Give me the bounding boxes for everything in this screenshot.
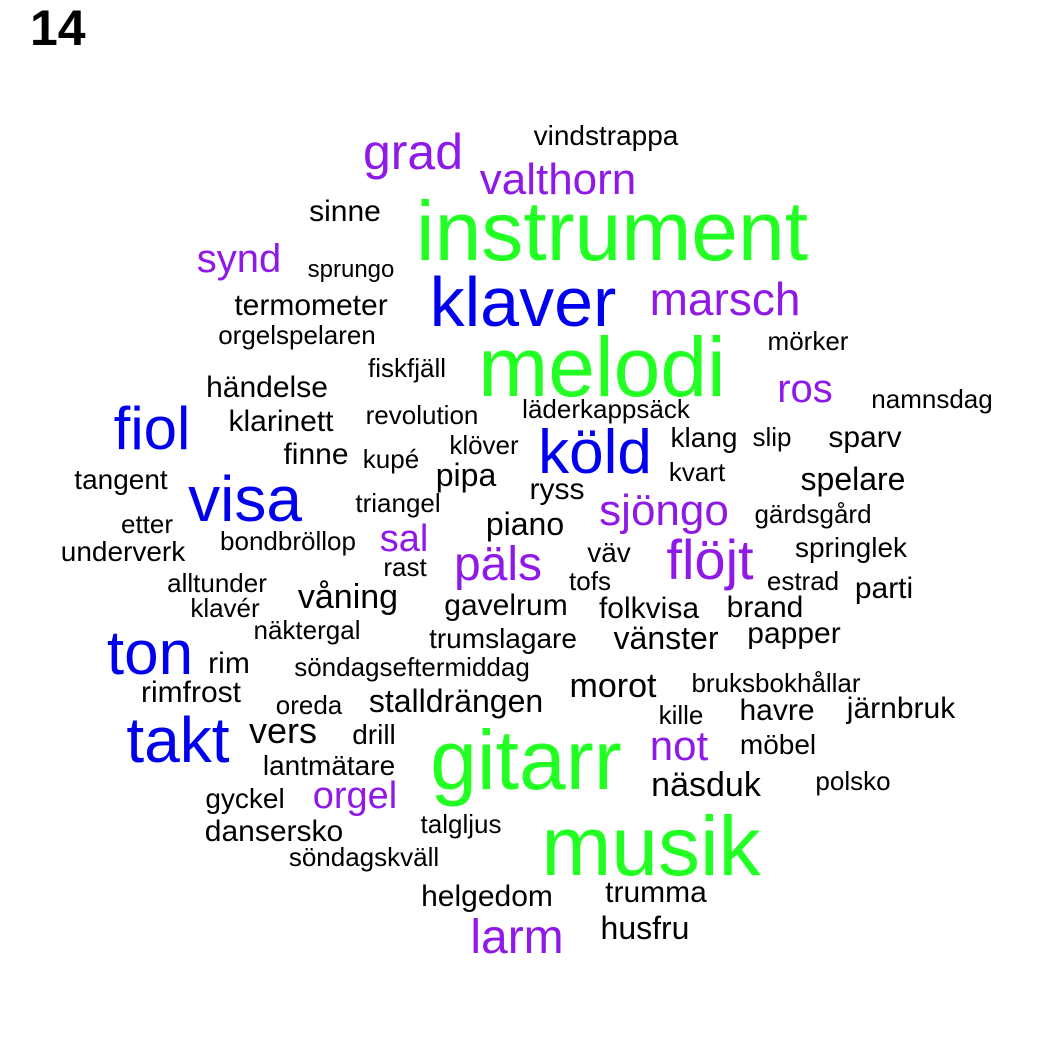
word-lantmätare: lantmätare	[262, 750, 396, 781]
word-grad: grad	[362, 124, 464, 180]
word-papper: papper	[747, 617, 841, 650]
word-möbel: möbel	[739, 729, 817, 760]
word-kvart: kvart	[668, 457, 726, 487]
word-havre: havre	[739, 694, 815, 727]
word-väv: väv	[587, 537, 631, 568]
word-trumma: trumma	[605, 876, 707, 909]
word-sal: sal	[379, 518, 429, 560]
word-mörker: mörker	[767, 326, 849, 356]
word-päls: päls	[453, 538, 543, 591]
word-revolution: revolution	[365, 400, 479, 430]
word-vänster: vänster	[613, 620, 719, 656]
word-trumslagare: trumslagare	[429, 623, 577, 654]
word-kille: kille	[658, 700, 704, 730]
word-fiol: fiol	[113, 395, 191, 462]
word-söndagskväll: söndagskväll	[288, 842, 440, 872]
word-rimfrost: rimfrost	[141, 676, 241, 709]
word-gyckel: gyckel	[205, 783, 285, 814]
word-bondbröllop: bondbröllop	[220, 526, 356, 556]
word-klöver: klöver	[449, 430, 519, 460]
word-slip: slip	[752, 422, 792, 452]
word-tofs: tofs	[569, 566, 611, 596]
word-sparv: sparv	[828, 421, 902, 454]
word-polsko: polsko	[815, 766, 891, 796]
word-estrad: estrad	[766, 566, 840, 596]
word-parti: parti	[854, 572, 914, 605]
word-etter: etter	[120, 509, 174, 539]
word-finne: finne	[283, 438, 349, 471]
word-pipa: pipa	[435, 457, 497, 493]
word-valthorn: valthorn	[479, 155, 637, 204]
word-kupé: kupé	[362, 444, 420, 474]
word-dansersko: dansersko	[204, 815, 344, 848]
word-springlek: springlek	[794, 532, 908, 563]
word-instrument: instrument	[415, 184, 809, 278]
word-melodi: melodi	[478, 320, 726, 414]
word-ros: ros	[777, 367, 833, 411]
word-sinne: sinne	[309, 195, 381, 228]
word-rast: rast	[383, 552, 427, 582]
word-morot: morot	[569, 667, 657, 705]
word-fiskfjäll: fiskfjäll	[367, 353, 447, 383]
word-tangent: tangent	[74, 464, 168, 495]
word-köld: köld	[538, 418, 652, 487]
word-sjöngo: sjöngo	[599, 486, 729, 535]
word-söndagseftermiddag: söndagseftermiddag	[294, 652, 530, 682]
word-gitarr: gitarr	[430, 713, 622, 807]
word-namnsdag: namnsdag	[871, 384, 993, 414]
word-folkvisa: folkvisa	[598, 592, 700, 625]
word-visa: visa	[188, 463, 302, 535]
word-triangel: triangel	[355, 488, 441, 518]
word-piano: piano	[485, 506, 565, 542]
word-orgelspelaren: orgelspelaren	[218, 320, 376, 350]
word-klarinett: klarinett	[228, 405, 334, 438]
word-klaver: klaver	[429, 263, 617, 341]
word-sprungo: sprungo	[307, 256, 395, 283]
word-läderkappsäck: läderkappsäck	[522, 394, 690, 424]
word-marsch: marsch	[649, 273, 801, 325]
word-musik: musik	[541, 799, 761, 893]
word-näsduk: näsduk	[651, 766, 761, 804]
word-brand: brand	[726, 591, 804, 624]
word-ryss: ryss	[529, 473, 585, 506]
word-drill: drill	[352, 719, 396, 750]
word-rim: rim	[208, 647, 250, 680]
word-husfru: husfru	[600, 910, 690, 946]
word-våning: våning	[297, 578, 399, 616]
word-järnbruk: järnbruk	[846, 692, 956, 725]
word-underverk: underverk	[60, 536, 186, 567]
word-gavelrum: gavelrum	[444, 589, 568, 622]
word-talgljus: talgljus	[420, 809, 502, 839]
word-vindstrappa: vindstrappa	[533, 120, 679, 151]
panel-label: 14	[30, 0, 86, 56]
word-orgel: orgel	[312, 775, 398, 817]
word-bruksbokhållar: bruksbokhållar	[691, 668, 861, 698]
word-flöjt: flöjt	[666, 528, 754, 591]
word-spelare: spelare	[800, 461, 906, 497]
word-not: not	[649, 722, 709, 769]
word-händelse: händelse	[206, 371, 328, 404]
word-näktergal: näktergal	[253, 615, 361, 645]
word-larm: larm	[470, 911, 564, 964]
word-helgedom: helgedom	[421, 880, 553, 913]
word-vers: vers	[248, 710, 318, 751]
word-stalldrängen: stalldrängen	[368, 683, 544, 719]
word-alltunder: alltunder	[167, 568, 267, 598]
word-oreda: oreda	[275, 690, 343, 720]
word-gärdsgård: gärdsgård	[754, 499, 872, 529]
word-ton: ton	[106, 619, 194, 688]
word-synd: synd	[196, 237, 282, 281]
word-klang: klang	[670, 422, 738, 453]
word-termometer: termometer	[234, 289, 388, 322]
word-takt: takt	[126, 704, 230, 776]
word-klavér: klavér	[190, 593, 260, 623]
